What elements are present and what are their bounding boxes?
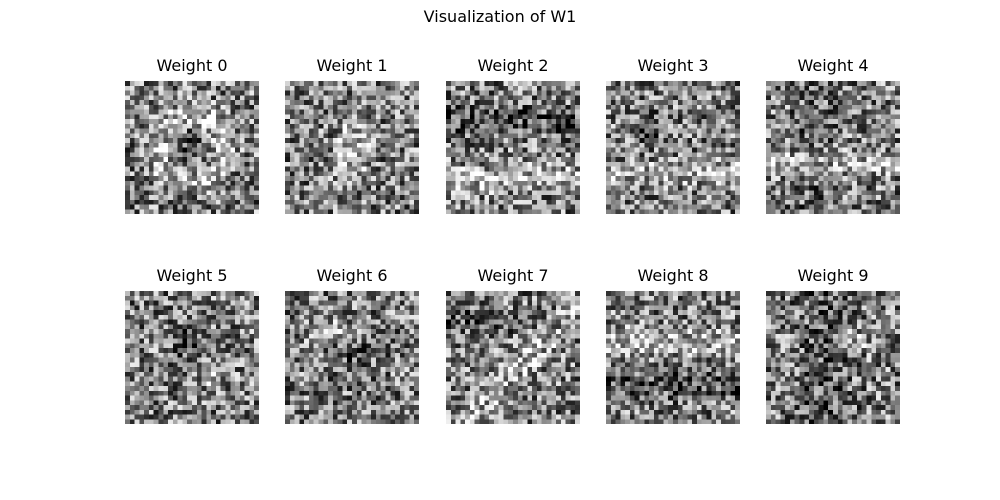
weight-heatmap bbox=[766, 81, 900, 214]
weight-heatmap bbox=[606, 291, 740, 424]
weight-heatmap bbox=[446, 291, 580, 424]
weight-heatmap bbox=[285, 291, 419, 424]
weight-panel-title: Weight 1 bbox=[316, 56, 388, 75]
weight-panel-title: Weight 9 bbox=[797, 266, 869, 285]
weight-panel-1: Weight 1 bbox=[285, 56, 419, 214]
weight-panel-4: Weight 4 bbox=[766, 56, 900, 214]
weight-panel-5: Weight 5 bbox=[125, 266, 259, 424]
weight-panel-title: Weight 7 bbox=[477, 266, 549, 285]
weight-panel-title: Weight 0 bbox=[156, 56, 228, 75]
weight-panel-3: Weight 3 bbox=[606, 56, 740, 214]
weight-panel-0: Weight 0 bbox=[125, 56, 259, 214]
weight-heatmap bbox=[446, 81, 580, 214]
weight-panel-title: Weight 2 bbox=[477, 56, 549, 75]
weight-panel-title: Weight 3 bbox=[637, 56, 709, 75]
weight-heatmap bbox=[606, 81, 740, 214]
weight-panel-9: Weight 9 bbox=[766, 266, 900, 424]
weight-heatmap bbox=[285, 81, 419, 214]
weight-panel-title: Weight 8 bbox=[637, 266, 709, 285]
weight-panel-title: Weight 6 bbox=[316, 266, 388, 285]
weight-panel-6: Weight 6 bbox=[285, 266, 419, 424]
weight-panel-7: Weight 7 bbox=[446, 266, 580, 424]
weight-panel-2: Weight 2 bbox=[446, 56, 580, 214]
figure-title: Visualization of W1 bbox=[423, 7, 577, 26]
weight-heatmap bbox=[125, 81, 259, 214]
weight-panel-title: Weight 4 bbox=[797, 56, 869, 75]
weight-heatmap bbox=[125, 291, 259, 424]
weight-panel-8: Weight 8 bbox=[606, 266, 740, 424]
weight-heatmap bbox=[766, 291, 900, 424]
weight-panel-title: Weight 5 bbox=[156, 266, 228, 285]
